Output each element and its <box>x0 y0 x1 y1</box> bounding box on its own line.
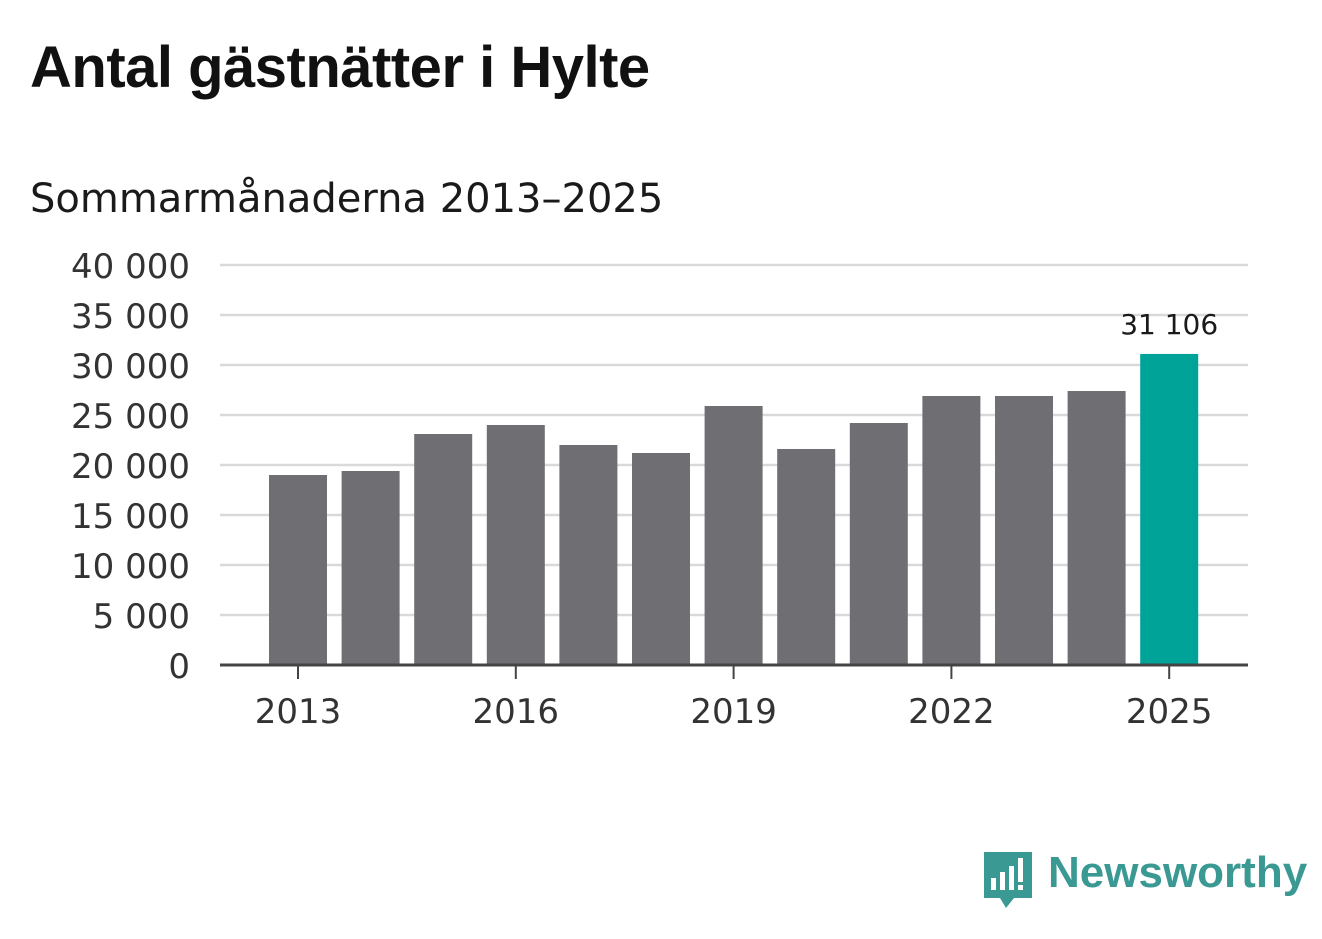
bar-chart: 0 5 000 10 000 15 000 20 000 25 000 30 000 35 0… <box>71 247 1248 732</box>
x-tick-label: 2013 <box>255 692 342 732</box>
bar-2019 <box>704 406 763 665</box>
bar-2016 <box>486 425 545 665</box>
y-tick-label: 25 000 <box>71 397 190 437</box>
y-tick-label: 40 000 <box>71 247 190 287</box>
bar-2014 <box>341 471 400 665</box>
newsworthy-logo: Newsworthy <box>980 848 1307 912</box>
y-tick-label: 0 <box>168 647 190 687</box>
y-tick-label: 10 000 <box>71 547 190 587</box>
y-tick-label: 15 000 <box>71 497 190 537</box>
y-tick-label: 35 000 <box>71 297 190 337</box>
y-tick-label: 5 000 <box>93 597 190 637</box>
bar-2020 <box>777 449 836 665</box>
x-tick-label: 2019 <box>690 692 777 732</box>
data-label: 31 106 <box>1120 308 1218 341</box>
newsworthy-logo-text: Newsworthy <box>1048 848 1308 897</box>
x-tick-label: 2016 <box>473 692 560 732</box>
y-tick-label: 20 000 <box>71 447 190 487</box>
bar-2024 <box>1067 391 1126 665</box>
x-tick-label: 2022 <box>908 692 995 732</box>
x-tick-label: 2025 <box>1126 692 1213 732</box>
chart-subtitle: Sommarmånaderna 2013–2025 <box>30 176 664 222</box>
bar-2022 <box>922 396 981 665</box>
y-tick-label: 30 000 <box>71 347 190 387</box>
chart-title: Antal gästnätter i Hylte <box>30 35 650 100</box>
bar-2017 <box>559 445 618 665</box>
bar-2013 <box>269 475 327 665</box>
bar-2015 <box>414 434 473 665</box>
bar-2025 <box>1140 353 1199 665</box>
newsworthy-logo-icon <box>984 852 1032 908</box>
bar-2018 <box>632 453 690 665</box>
bar-2021 <box>849 423 908 665</box>
bar-2023 <box>995 396 1053 665</box>
